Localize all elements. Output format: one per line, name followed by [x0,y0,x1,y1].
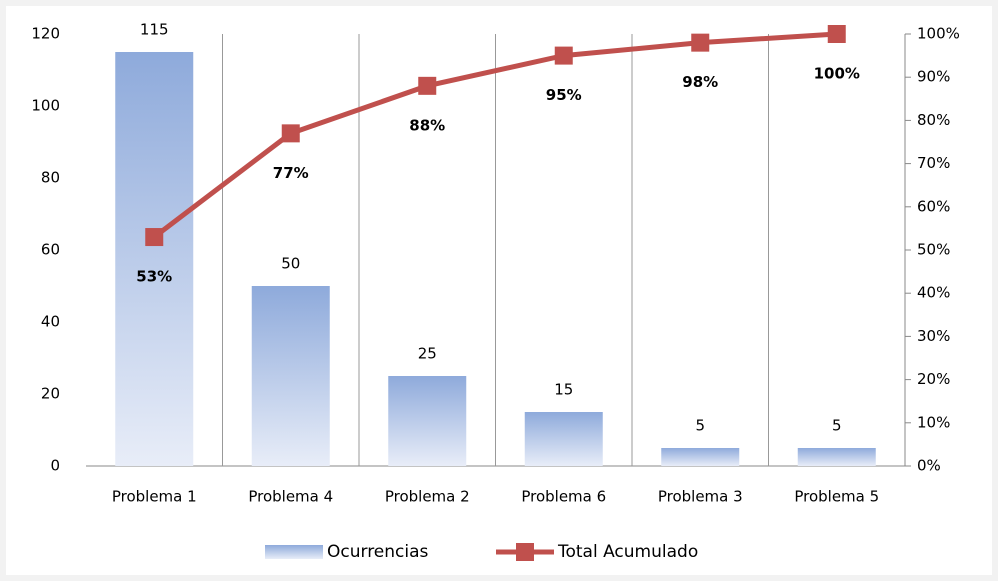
y-tick-label: 120 [31,25,60,43]
marker [691,33,710,52]
y-tick-label: 40 [41,313,60,331]
bar [524,412,603,466]
marker [281,124,300,143]
bar [251,286,330,466]
data-label: 15 [554,381,573,399]
y2-tick-label: 80% [917,111,950,129]
data-label: 25 [418,345,437,363]
bar [661,448,740,466]
bar [797,448,876,466]
data-label: 53% [136,268,172,286]
marker [554,46,573,65]
y-tick-label: 20 [41,385,60,403]
bar [115,52,194,466]
legend-swatch [265,545,323,559]
data-label: 88% [409,116,445,134]
marker [827,25,846,43]
marker [145,228,164,247]
y2-tick-label: 20% [917,370,950,388]
x-tick-label: Problema 6 [521,488,606,506]
y2-tick-label: 10% [917,413,950,431]
data-label: 77% [273,164,309,182]
legend-marker [516,543,534,561]
bar [388,376,467,466]
y2-tick-label: 40% [917,284,950,302]
y2-tick-label: 30% [917,327,950,345]
data-label: 50 [281,255,300,273]
x-tick-label: Problema 4 [248,488,333,506]
y2-tick-label: 50% [917,241,950,259]
data-label: 115 [140,21,169,39]
x-tick-label: Problema 1 [112,488,197,506]
line [152,31,837,240]
data-label: 95% [546,86,582,104]
y-tick-label: 80 [41,169,60,187]
y-tick-label: 0 [50,457,60,475]
legend-label: Ocurrencias [327,542,429,562]
data-label: 5 [832,417,842,435]
data-label: 100% [814,65,860,83]
y2-tick-label: 0% [917,457,941,475]
marker [418,76,437,95]
y2-tick-label: 100% [917,25,960,43]
y-tick-label: 60 [41,241,60,259]
y2-tick-label: 60% [917,197,950,215]
x-tick-label: Problema 2 [385,488,470,506]
legend-label: Total Acumulado [557,542,698,562]
x-tick-label: Problema 5 [794,488,879,506]
data-label: 98% [682,73,718,91]
y2-tick-label: 70% [917,154,950,172]
y2-tick-label: 90% [917,68,950,86]
y-tick-label: 100 [31,97,60,115]
x-tick-label: Problema 3 [658,488,743,506]
data-label: 5 [695,417,705,435]
